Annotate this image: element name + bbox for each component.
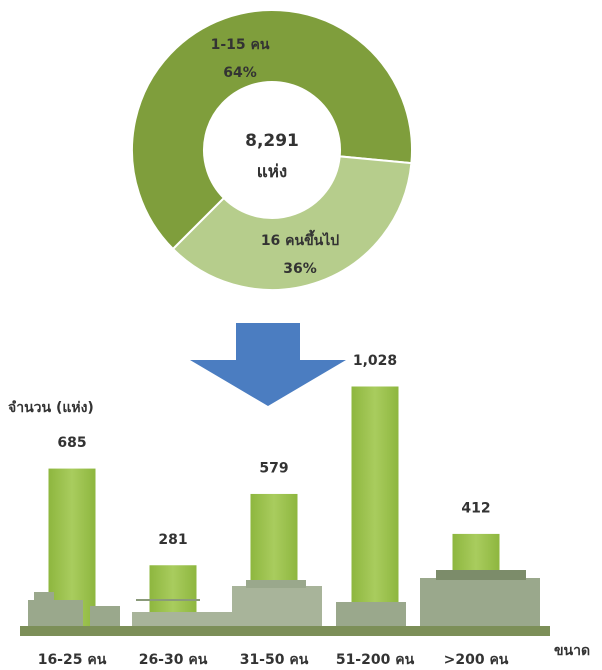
value-label: 1,028 — [353, 353, 397, 369]
slice-label: 16 คนขึ้นไป — [261, 229, 339, 249]
slice-value: 36% — [283, 261, 317, 277]
x-tick-label: 16-25 คน — [38, 652, 107, 668]
city-skyline — [20, 570, 550, 636]
center-total: 8,291 — [245, 131, 299, 151]
donut-slice — [131, 9, 413, 251]
value-label: 579 — [259, 460, 288, 476]
x-tick-label: 26-30 คน — [139, 652, 208, 668]
x-tick-label: 51-200 คน — [336, 652, 415, 668]
y-axis-label: จำนวน (แห่ง) — [8, 400, 94, 416]
donut-chart: 1-15 คน 64% 16 คนขึ้นไป 36% 8,291 แห่ง — [131, 9, 413, 291]
slice-value: 64% — [223, 65, 257, 81]
x-axis-label: ขนาด — [554, 643, 590, 659]
donut-slice — [171, 155, 413, 291]
value-label: 685 — [57, 435, 86, 451]
down-arrow — [190, 323, 346, 406]
value-label: 412 — [461, 500, 490, 516]
bar — [350, 385, 400, 633]
value-label: 281 — [158, 532, 187, 548]
slice-label: 1-15 คน — [211, 37, 270, 53]
center-unit: แห่ง — [257, 162, 287, 182]
x-tick-label: 31-50 คน — [240, 652, 309, 668]
x-tick-label: >200 คน — [444, 652, 509, 668]
